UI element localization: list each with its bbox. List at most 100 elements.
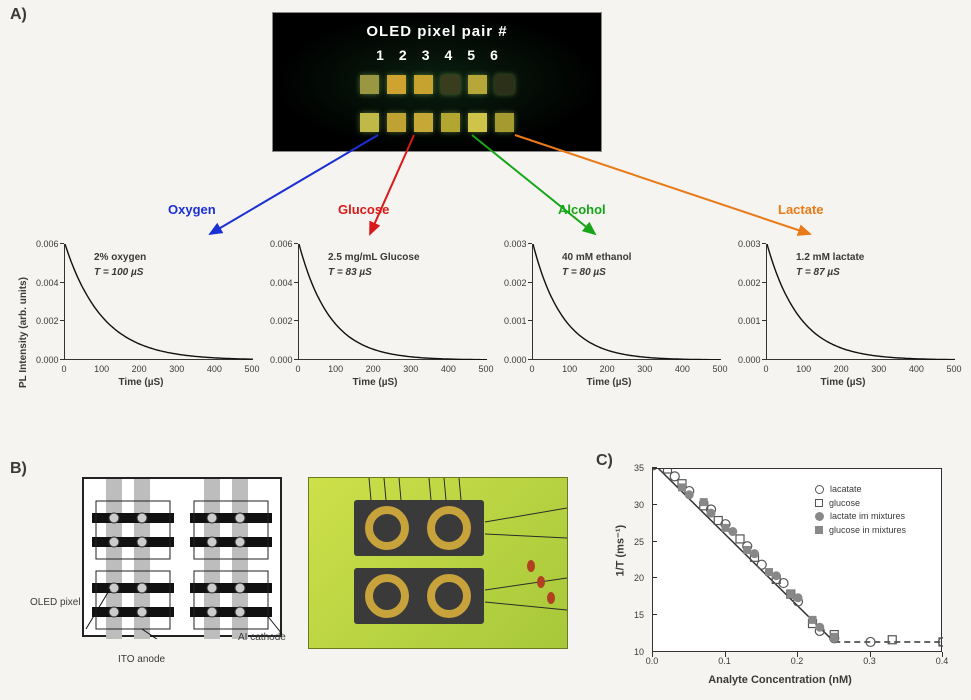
legend-marker-icon [815, 499, 823, 507]
c-ytick: 30 [634, 500, 644, 510]
panel-b-label: B) [10, 460, 27, 478]
xtick: 300 [403, 364, 418, 374]
c-ytick: 10 [634, 647, 644, 657]
decay-caption-l2: T = 80 µS [562, 265, 631, 280]
decay-caption-l2: T = 100 µS [94, 265, 146, 280]
c-xtick: 0.3 [863, 656, 876, 666]
xtick: 200 [834, 364, 849, 374]
xtick: 0 [763, 364, 768, 374]
decay-caption-l1: 1.2 mM lactate [796, 250, 864, 265]
oled-pixel [360, 113, 379, 132]
oled-column-labels: 123456 [273, 47, 601, 63]
ytick: 0.000 [504, 355, 527, 365]
oled-pixel [495, 75, 514, 94]
decay-caption-l1: 2.5 mg/mL Glucose [328, 250, 420, 265]
analyte-label-alcohol: Alcohol [558, 202, 606, 217]
ytick: 0.001 [504, 316, 527, 326]
legend-text: glucose [829, 497, 860, 511]
ytick: 0.003 [504, 239, 527, 249]
oled-col-label: 1 [376, 47, 384, 63]
oled-pixel-photo: OLED pixel pair # 123456 [272, 12, 602, 152]
oled-pixel [414, 113, 433, 132]
decay-chart-lactate: 01002003004005000.0000.0010.0020.003Time… [726, 238, 960, 388]
oled-pixel [414, 75, 433, 94]
c-xtick: 0.4 [936, 656, 949, 666]
oled-pixel-row-2 [273, 113, 601, 132]
c-ytick: 25 [634, 537, 644, 547]
oled-pixel [495, 113, 514, 132]
xtick: 0 [61, 364, 66, 374]
oled-pixel [468, 113, 487, 132]
xtick: 300 [871, 364, 886, 374]
ytick: 0.006 [36, 239, 59, 249]
decay-xlabel: Time (µS) [24, 377, 258, 388]
analyte-label-lactate: Lactate [778, 202, 824, 217]
xtick: 0 [295, 364, 300, 374]
legend-text: lactate im mixtures [830, 510, 905, 524]
c-chart-legend: lacatateglucoselactate im mixturesglucos… [815, 483, 906, 537]
oled-pixel-row-1 [273, 75, 601, 94]
xtick: 400 [909, 364, 924, 374]
oled-col-label: 5 [467, 47, 475, 63]
decay-xlabel: Time (µS) [258, 377, 492, 388]
decay-chart-alcohol: 01002003004005000.0000.0010.0020.003Time… [492, 238, 726, 388]
ytick: 0.000 [36, 355, 59, 365]
legend-marker-icon [815, 526, 823, 534]
schematic-label-ito-anode: ITO anode [118, 654, 165, 665]
ytick: 0.006 [270, 239, 293, 249]
ytick: 0.001 [738, 316, 761, 326]
schematic-label-al-cathode: AI cathode [238, 632, 286, 643]
xtick: 500 [946, 364, 961, 374]
oled-array-schematic [82, 477, 282, 637]
oled-pixel [468, 75, 487, 94]
decay-caption-l2: T = 87 µS [796, 265, 864, 280]
device-photo [308, 477, 568, 649]
xtick: 200 [132, 364, 147, 374]
oled-col-label: 4 [445, 47, 453, 63]
decay-caption-l2: T = 83 µS [328, 265, 420, 280]
xtick: 400 [207, 364, 222, 374]
oled-pixel [387, 113, 406, 132]
c-chart-xlabel: Analyte Concentration (nM) [610, 674, 950, 686]
legend-text: glucose in mixtures [829, 524, 906, 538]
analyte-label-oxygen: Oxygen [168, 202, 216, 217]
xtick: 100 [562, 364, 577, 374]
decay-caption-l1: 40 mM ethanol [562, 250, 631, 265]
c-ytick: 35 [634, 463, 644, 473]
legend-text: lacatate [830, 483, 862, 497]
ytick: 0.002 [270, 316, 293, 326]
xtick: 100 [328, 364, 343, 374]
ytick: 0.004 [270, 278, 293, 288]
decay-xlabel: Time (µS) [492, 377, 726, 388]
oled-pixel [360, 75, 379, 94]
oled-pixel [387, 75, 406, 94]
c-xtick: 0.0 [646, 656, 659, 666]
panel-a-label: A) [10, 6, 27, 24]
decay-chart-oxygen: 01002003004005000.0000.0020.0040.006Time… [24, 238, 258, 388]
ytick: 0.004 [36, 278, 59, 288]
schematic-label-oled-pixel: OLED pixel [30, 597, 81, 608]
c-ytick: 20 [634, 573, 644, 583]
oled-col-label: 2 [399, 47, 407, 63]
c-xtick: 0.2 [791, 656, 804, 666]
analyte-label-glucose: Glucose [338, 202, 389, 217]
xtick: 200 [366, 364, 381, 374]
ytick: 0.002 [504, 278, 527, 288]
c-ytick: 15 [634, 610, 644, 620]
ytick: 0.003 [738, 239, 761, 249]
decay-caption-l1: 2% oxygen [94, 250, 146, 265]
xtick: 300 [169, 364, 184, 374]
decay-xlabel: Time (µS) [726, 377, 960, 388]
xtick: 400 [441, 364, 456, 374]
xtick: 400 [675, 364, 690, 374]
legend-marker-icon [815, 512, 824, 521]
oled-pixel [441, 75, 460, 94]
xtick: 200 [600, 364, 615, 374]
xtick: 300 [637, 364, 652, 374]
oled-pixel [441, 113, 460, 132]
oled-col-label: 3 [422, 47, 430, 63]
xtick: 100 [94, 364, 109, 374]
decay-chart-glucose: 01002003004005000.0000.0020.0040.006Time… [258, 238, 492, 388]
c-chart-ylabel: 1/T (ms⁻¹) [614, 525, 627, 577]
c-xtick: 0.1 [718, 656, 731, 666]
